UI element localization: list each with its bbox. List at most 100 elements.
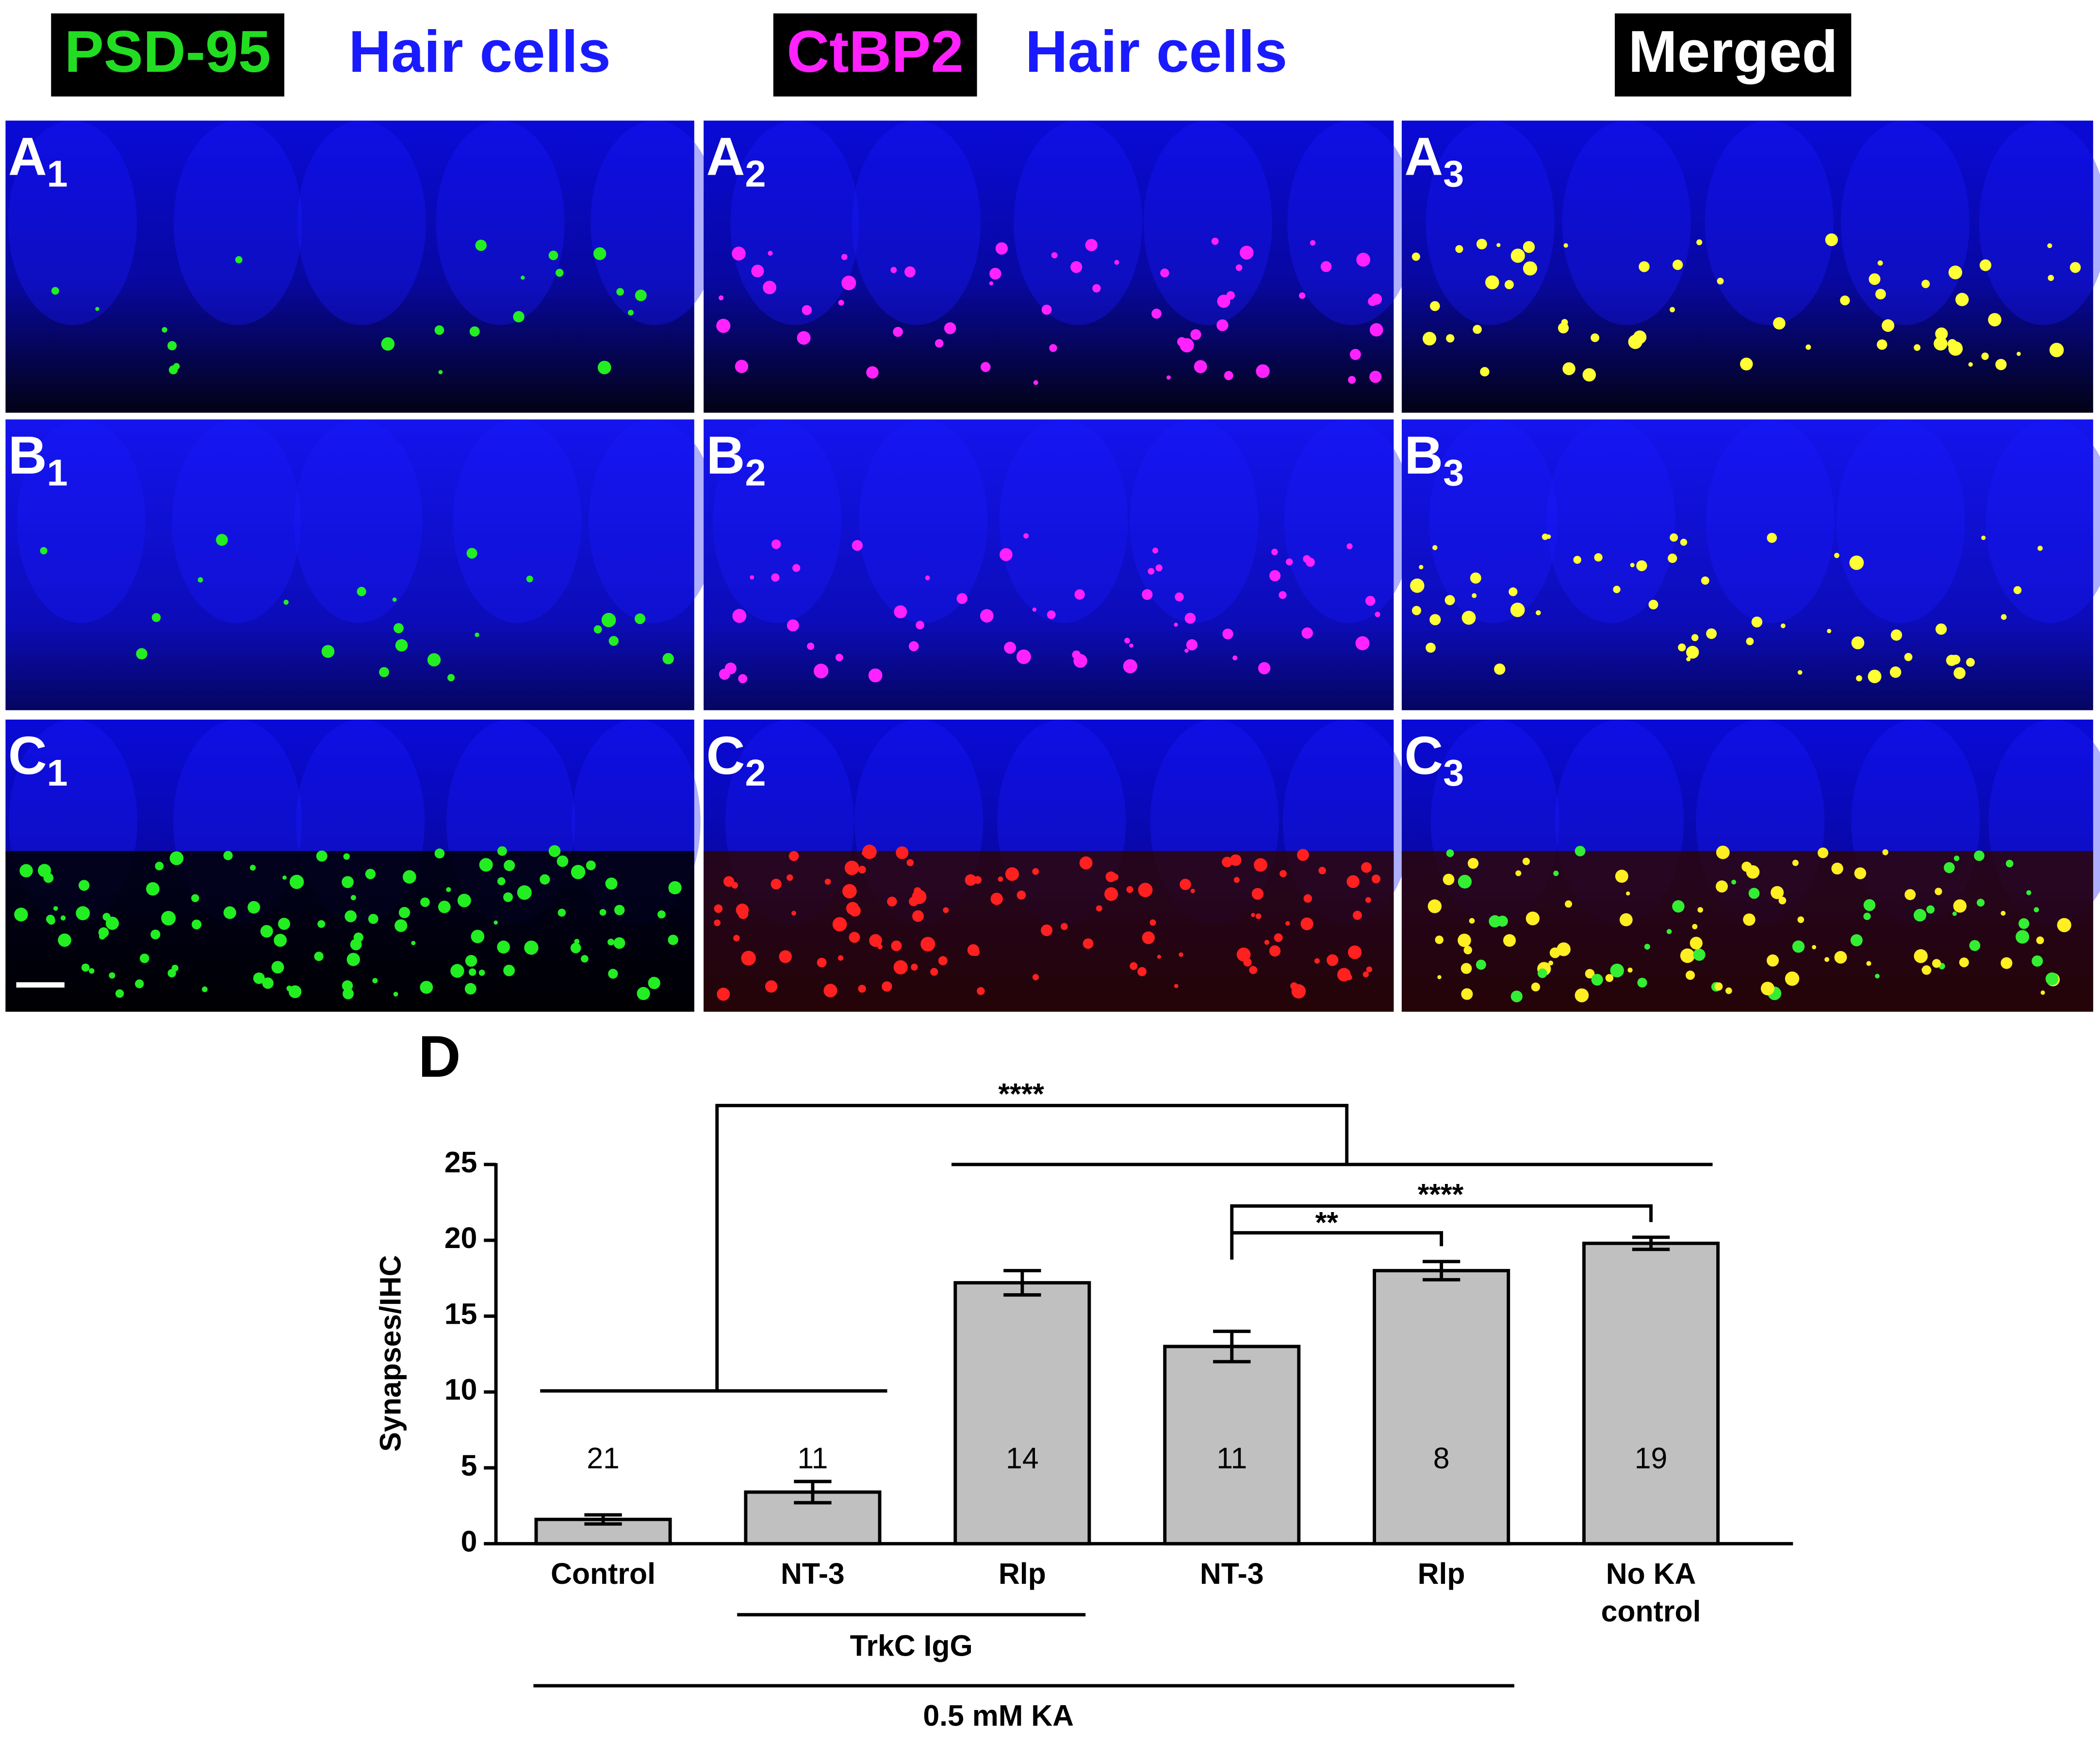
punctum — [1222, 856, 1232, 868]
punctum — [1461, 988, 1473, 1000]
punctum — [719, 668, 730, 680]
punctum — [858, 985, 866, 993]
punctum — [223, 851, 233, 860]
panel-label: A2 — [706, 127, 766, 195]
punctum — [849, 905, 861, 917]
punctum — [1310, 240, 1316, 246]
punctum — [635, 289, 647, 301]
punctum — [1637, 978, 1647, 988]
punctum — [1314, 958, 1320, 964]
punctum — [350, 895, 356, 901]
punctum — [1222, 628, 1233, 640]
hair-cell — [1706, 419, 1835, 623]
punctum — [1666, 929, 1672, 935]
punctum — [1175, 592, 1184, 602]
panel-letter: C — [1404, 726, 1443, 786]
punctum — [457, 893, 471, 907]
punctum — [1536, 610, 1541, 616]
punctum — [1300, 917, 1313, 930]
punctum — [345, 910, 357, 922]
header-label: Merged — [1628, 18, 1838, 84]
punctum — [353, 932, 363, 942]
punctum — [191, 894, 199, 903]
punctum — [1461, 879, 1469, 887]
punctum — [1678, 643, 1686, 652]
punctum — [1863, 912, 1871, 920]
punctum — [1092, 284, 1101, 293]
punctum — [967, 944, 980, 956]
n-label: 11 — [797, 1442, 828, 1475]
punctum — [797, 331, 811, 345]
punctum — [1371, 874, 1381, 884]
punctum — [792, 564, 801, 572]
punctum — [1005, 867, 1019, 881]
punctum — [479, 858, 493, 872]
punctum — [1717, 278, 1724, 285]
punctum — [173, 363, 180, 370]
bar — [1373, 1269, 1510, 1545]
punctum — [904, 266, 916, 278]
punctum — [1489, 915, 1501, 928]
punctum — [844, 860, 859, 875]
hair-cell — [852, 120, 981, 325]
punctum — [1869, 273, 1881, 285]
punctum — [1151, 309, 1162, 319]
punctum — [1778, 897, 1787, 904]
punctum — [735, 360, 749, 373]
y-tick-label: 5 — [461, 1449, 477, 1482]
punctum — [1184, 648, 1189, 653]
punctum — [791, 911, 796, 916]
x-tick-label: NT-3 — [781, 1557, 845, 1591]
punctum — [1138, 883, 1153, 898]
punctum — [1575, 988, 1589, 1002]
punctum — [1510, 990, 1523, 1002]
punctum — [1926, 905, 1935, 914]
x-tick-label: NT-3 — [1199, 1557, 1264, 1591]
punctum — [1797, 670, 1803, 675]
punctum — [613, 937, 625, 949]
x-tick-label-box: Rlp — [1418, 1557, 1465, 1591]
punctum — [980, 362, 991, 372]
punctum — [1751, 616, 1763, 628]
punctum — [1875, 289, 1886, 300]
punctum — [1760, 982, 1775, 996]
label-box — [773, 13, 977, 97]
panel-index: 1 — [47, 153, 68, 195]
punctum — [1469, 918, 1475, 924]
punctum — [835, 654, 843, 661]
punctum — [146, 882, 160, 896]
punctum — [1073, 654, 1087, 668]
hair-cell — [1426, 120, 1555, 325]
punctum — [1771, 886, 1784, 899]
punctum — [1510, 248, 1525, 263]
punctum — [1934, 337, 1948, 351]
punctum — [1142, 931, 1155, 944]
punctum — [471, 930, 485, 943]
punctum — [1243, 961, 1248, 966]
punctum — [89, 968, 95, 974]
punctum — [1463, 946, 1472, 954]
punctum — [1410, 578, 1425, 593]
punctum — [504, 860, 515, 871]
hair-cell — [16, 419, 146, 623]
punctum — [1546, 534, 1551, 539]
punctum — [1186, 639, 1198, 651]
punctum — [605, 877, 618, 890]
punctum — [1913, 909, 1926, 922]
punctum — [771, 539, 781, 549]
micrograph — [1401, 419, 2093, 710]
punctum — [1298, 292, 1306, 299]
punctum — [1256, 364, 1270, 378]
punctum — [1443, 873, 1455, 886]
punctum — [1174, 984, 1179, 988]
hair-cell — [859, 419, 988, 623]
punctum — [1353, 910, 1362, 920]
punctum — [1179, 952, 1183, 957]
panel-label: C3 — [1404, 726, 1464, 794]
punctum — [1503, 934, 1516, 947]
punctum — [1955, 293, 1969, 306]
punctum — [1318, 867, 1326, 874]
panel-label: A3 — [1404, 127, 1464, 195]
punctum — [19, 864, 33, 878]
